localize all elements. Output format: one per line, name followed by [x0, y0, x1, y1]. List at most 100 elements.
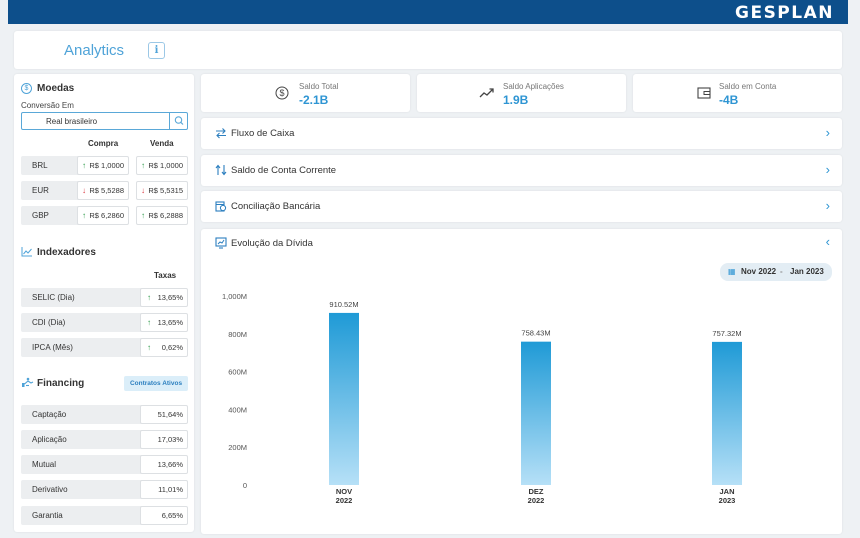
brand-logo: GESPLAN	[735, 3, 834, 23]
eur-compra: ↓ R$ 5,5288	[77, 181, 129, 200]
arrow-up-icon: ↑	[82, 161, 86, 170]
arrow-up-icon: ↑	[147, 293, 151, 302]
date-separator: -	[780, 267, 783, 276]
title-bar: Analytics i	[14, 31, 842, 69]
search-button[interactable]	[169, 113, 187, 129]
financing-derivativo: Derivativo	[21, 480, 143, 499]
garantia-value: 6,65%	[140, 506, 188, 525]
arrow-up-icon: ↑	[141, 161, 145, 170]
accordion-saldo-conta-corrente[interactable]: Saldo de Conta Corrente ›	[201, 155, 842, 186]
brl-compra: ↑ R$ 1,0000	[77, 156, 129, 175]
financing-mutual: Mutual	[21, 455, 143, 474]
financing-aplicacao: Aplicação	[21, 430, 143, 449]
search-icon	[174, 116, 184, 125]
x-tick-label: 2022	[336, 496, 353, 505]
x-tick-label: DEZ	[529, 487, 544, 496]
swap-icon	[216, 128, 226, 139]
page-title: Analytics	[64, 42, 125, 59]
top-bar: GESPLAN	[8, 0, 848, 24]
date-range-picker[interactable]: ▦ Nov 2022 - Jan 2023	[720, 263, 832, 281]
bar-nov[interactable]	[329, 312, 359, 485]
bar-jan[interactable]	[712, 341, 742, 485]
captacao-value: 51,64%	[140, 405, 188, 424]
kpi-label: Saldo em Conta	[719, 82, 777, 91]
chevron-right-icon[interactable]: ›	[825, 125, 830, 140]
arrow-down-icon: ↓	[82, 186, 86, 195]
derivativo-value: 11,01%	[140, 480, 188, 499]
brl-venda: ↑ R$ 1,0000	[136, 156, 188, 175]
col-venda: Venda	[150, 139, 174, 148]
evolucao-da-divida-panel: Evolução da Dívida ‹ ▦ Nov 2022 - Jan 20…	[201, 229, 842, 534]
kpi-saldo-em-conta: Saldo em Conta -4B	[633, 74, 842, 112]
evolucao-title: Evolução da Dívida	[231, 238, 313, 249]
bar-data-label: 757.32M	[712, 329, 741, 338]
calendar-icon: ▦	[728, 267, 736, 276]
x-tick-label: 2023	[719, 496, 736, 505]
x-tick-label: JAN	[719, 487, 734, 496]
index-ipca: IPCA (Mês)	[21, 338, 143, 357]
ipca-value: ↑ 0,62%	[140, 338, 188, 357]
accordion-label: Fluxo de Caixa	[231, 128, 295, 139]
debt-bar-chart: 0200M400M600M800M1,000M910.52MNOV2022758…	[222, 292, 742, 505]
conversion-select[interactable]: Real brasileiro	[21, 112, 188, 130]
chevron-right-icon[interactable]: ›	[825, 162, 830, 177]
x-tick-label: NOV	[336, 487, 352, 496]
bar-data-label: 758.43M	[521, 329, 550, 338]
conversion-label: Conversão Em	[21, 101, 74, 110]
y-tick-label: 400M	[228, 405, 247, 414]
indexadores-title: Indexadores	[37, 247, 96, 258]
selic-value: ↑ 13,65%	[140, 288, 188, 307]
gbp-venda: ↑ R$ 6,2888	[136, 206, 188, 225]
dollar-icon: $	[275, 86, 289, 100]
mutual-value: 13,66%	[140, 455, 188, 474]
date-from: Nov 2022	[741, 267, 777, 276]
kpi-value: -4B	[719, 93, 739, 107]
bar-data-label: 910.52M	[329, 300, 358, 309]
y-tick-label: 0	[243, 481, 247, 490]
aplicacao-value: 17,03%	[140, 430, 188, 449]
accordion-label: Conciliação Bancária	[231, 201, 321, 212]
financing-garantia: Garantia	[21, 506, 143, 525]
svg-text:$: $	[279, 88, 284, 98]
trend-up-icon	[479, 88, 494, 98]
arrow-down-icon: ↓	[141, 186, 145, 195]
currency-eur: EUR	[21, 181, 81, 200]
y-tick-label: 200M	[228, 443, 247, 452]
chevron-left-icon[interactable]: ‹	[825, 234, 830, 249]
info-icon[interactable]: i	[148, 42, 165, 59]
date-to: Jan 2023	[790, 267, 824, 276]
accordion-label: Saldo de Conta Corrente	[231, 165, 337, 176]
arrow-up-icon: ↑	[82, 211, 86, 220]
x-tick-label: 2022	[528, 496, 545, 505]
col-compra: Compra	[88, 139, 119, 148]
arrow-up-icon: ↑	[141, 211, 145, 220]
cdi-value: ↑ 13,65%	[140, 313, 188, 332]
accordion-conciliacao-bancaria[interactable]: Conciliação Bancária ›	[201, 191, 842, 222]
line-chart-icon	[21, 247, 32, 257]
gbp-compra: ↑ R$ 6,2860	[77, 206, 129, 225]
y-tick-label: 800M	[228, 330, 247, 339]
kpi-label: Saldo Aplicações	[503, 82, 564, 91]
col-taxas: Taxas	[154, 271, 177, 280]
kpi-saldo-total: $ Saldo Total -2.1B	[201, 74, 410, 112]
chevron-right-icon[interactable]: ›	[825, 198, 830, 213]
conversion-value: Real brasileiro	[46, 117, 98, 126]
index-selic: SELIC (Dia)	[21, 288, 143, 307]
reconcile-icon	[215, 201, 227, 212]
moedas-title: Moedas	[37, 83, 75, 94]
financing-captacao: Captação	[21, 405, 143, 424]
financing-title: Financing	[37, 378, 85, 389]
wallet-icon	[697, 87, 711, 99]
currency-icon: $	[21, 83, 32, 94]
y-tick-label: 1,000M	[222, 292, 247, 301]
bar-dez[interactable]	[521, 341, 551, 485]
monitor-chart-icon	[215, 237, 227, 249]
currency-gbp: GBP	[21, 206, 81, 225]
arrow-up-icon: ↑	[147, 343, 151, 352]
y-tick-label: 600M	[228, 368, 247, 377]
kpi-saldo-aplicacoes: Saldo Aplicações 1.9B	[417, 74, 626, 112]
handshake-icon	[22, 377, 34, 387]
currency-brl: BRL	[21, 156, 81, 175]
contratos-ativos-badge[interactable]: Contratos Ativos	[124, 376, 188, 391]
accordion-fluxo-de-caixa[interactable]: Fluxo de Caixa ›	[201, 118, 842, 149]
